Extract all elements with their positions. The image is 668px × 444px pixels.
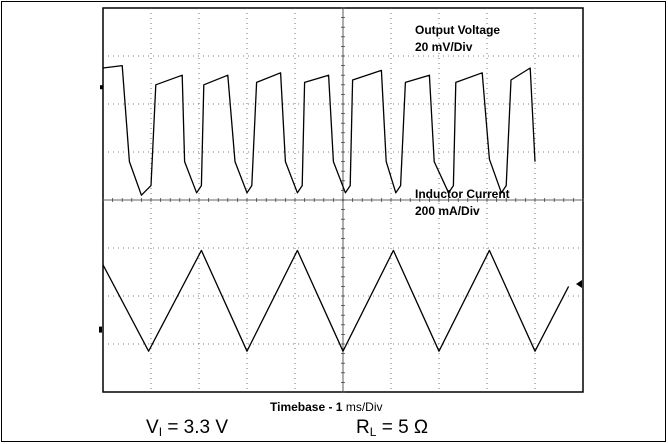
scope-grid (102, 7, 584, 393)
timebase-unit: ms/Div (345, 400, 383, 414)
trigger-level-marker (576, 280, 582, 288)
voltage-trace-label: Output Voltage (415, 23, 501, 37)
timebase-label: Timebase - 1 ms/Div (270, 400, 383, 414)
input-voltage-subscript: I (158, 425, 163, 439)
load-resistance-value: = 5 Ω (381, 417, 429, 438)
current-scale-label: 200 mA/Div (415, 204, 480, 218)
current-channel-marker (99, 326, 102, 333)
input-voltage-value: = 3.3 V (167, 417, 229, 438)
input-voltage-symbol: V (146, 417, 159, 438)
voltage-scale-label: 20 mV/Div (415, 40, 473, 54)
input-voltage-condition: VI = 3.3 V (146, 417, 228, 439)
load-resistance-condition: RL = 5 Ω (356, 417, 428, 439)
current-trace-label: Inductor Current (415, 187, 510, 201)
scope-traces (102, 64, 570, 352)
output-voltage-trace (102, 64, 536, 196)
timebase-prefix: Timebase - 1 (270, 400, 346, 414)
voltage-channel-marker (100, 85, 103, 90)
load-resistance-subscript: L (369, 425, 377, 439)
scope-markers (99, 85, 582, 333)
inductor-current-trace (102, 249, 570, 352)
load-resistance-symbol: R (356, 417, 370, 438)
